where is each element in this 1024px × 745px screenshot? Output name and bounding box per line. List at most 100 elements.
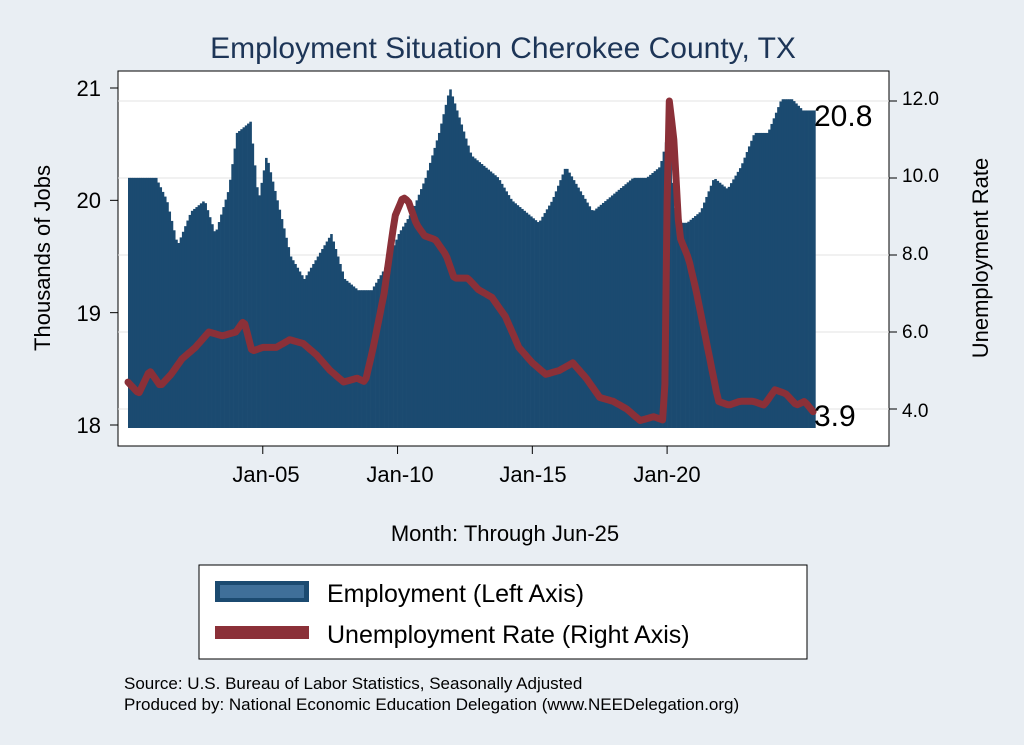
employment-bar — [343, 278, 347, 428]
employment-bar — [247, 123, 250, 429]
employment-bar — [718, 182, 722, 428]
right-tick-label: 6.0 — [902, 322, 928, 343]
employment-bar — [588, 206, 592, 428]
employment-bar — [442, 114, 446, 428]
employment-bar — [179, 237, 183, 428]
employment-bar — [444, 104, 448, 428]
employment-bar — [134, 177, 138, 428]
right-tick-label: 10.0 — [902, 166, 939, 187]
employment-bar — [509, 198, 513, 428]
employment-bar — [727, 186, 731, 428]
employment-bar — [130, 177, 133, 428]
employment-bar — [193, 208, 196, 428]
employment-bar — [577, 187, 580, 428]
employment-bar — [797, 105, 800, 429]
employment-bar — [231, 164, 234, 429]
employment-bar — [184, 226, 187, 428]
employment-bar — [801, 110, 805, 428]
employment-bar — [539, 220, 542, 428]
left-axis: 18 19 20 21 — [77, 76, 101, 438]
employment-bar — [806, 110, 809, 428]
employment-bar — [628, 180, 632, 428]
employment-bar — [330, 234, 333, 428]
employment-bar — [327, 237, 331, 428]
employment-bar — [521, 208, 524, 428]
employment-bar — [253, 165, 257, 428]
right-tick-label: 12.0 — [902, 89, 939, 110]
employment-bar — [723, 186, 726, 428]
unemployment-line — [124, 97, 817, 424]
x-axis: Jan-05 Jan-10 Jan-15 Jan-20 — [232, 462, 700, 487]
employment-bar — [741, 163, 744, 428]
employment-bar — [523, 210, 526, 428]
employment-bar — [673, 207, 677, 428]
employment-bar — [655, 169, 659, 428]
employment-bar — [249, 121, 252, 428]
employment-bar — [601, 202, 605, 428]
employment-bar — [413, 205, 416, 428]
employment-bar — [685, 222, 688, 428]
left-tick-label: 21 — [77, 76, 101, 101]
employment-bar — [143, 177, 147, 428]
employment-bar — [258, 195, 261, 428]
employment-bar — [747, 146, 751, 428]
unemployment-end-label: 3.9 — [814, 400, 856, 433]
employment-bar — [572, 180, 576, 428]
employment-bar — [377, 278, 380, 428]
employment-bar — [217, 222, 221, 428]
employment-bar — [768, 129, 771, 428]
employment-bar — [568, 172, 571, 428]
employment-bar — [532, 218, 535, 428]
employment-bar — [157, 182, 160, 428]
employment-bar — [626, 182, 630, 428]
employment-bar — [175, 239, 178, 428]
employment-bar — [804, 110, 807, 428]
employment-bar — [743, 157, 747, 428]
employment-bar — [716, 180, 720, 428]
employment-bar — [671, 182, 675, 428]
employment-bar — [222, 207, 225, 428]
employment-bar — [415, 200, 419, 428]
employment-bar — [341, 271, 344, 428]
employment-bar — [613, 193, 616, 428]
employment-bar — [795, 103, 798, 428]
employment-bar — [136, 177, 140, 428]
employment-bar — [653, 171, 657, 429]
employment-bar — [213, 231, 216, 428]
employment-bar — [694, 216, 697, 428]
employment-bar — [765, 132, 769, 428]
employment-bar — [548, 205, 551, 428]
employment-bar — [271, 181, 275, 428]
employment-bar — [181, 231, 185, 428]
employment-bar — [808, 110, 812, 428]
employment-bar — [712, 180, 715, 428]
employment-bar — [168, 211, 172, 428]
employment-bar — [267, 162, 270, 428]
employment-bar — [282, 228, 286, 428]
employment-bar — [799, 108, 803, 428]
employment-bar — [316, 256, 320, 428]
employment-bar — [541, 216, 544, 428]
employment-bar — [395, 239, 398, 428]
employment-bar — [644, 177, 648, 428]
employment-bar — [563, 168, 567, 428]
employment-bar — [478, 162, 482, 428]
employment-bar — [691, 217, 695, 428]
employment-bar — [453, 103, 457, 428]
left-tick-label: 18 — [77, 413, 101, 438]
employment-bar — [696, 214, 699, 428]
employment-bar — [467, 145, 470, 428]
employment-bar — [651, 172, 654, 428]
employment-bar — [678, 222, 681, 428]
employment-bar — [170, 220, 174, 428]
employment-bar — [752, 135, 756, 428]
employment-bar — [617, 189, 621, 428]
employment-bar — [464, 138, 468, 429]
employment-bar — [525, 212, 529, 428]
employment-bar — [354, 288, 358, 428]
employment-bar — [561, 174, 565, 428]
employment-bar — [334, 249, 338, 428]
employment-bar — [761, 132, 765, 428]
employment-bar — [759, 132, 762, 428]
